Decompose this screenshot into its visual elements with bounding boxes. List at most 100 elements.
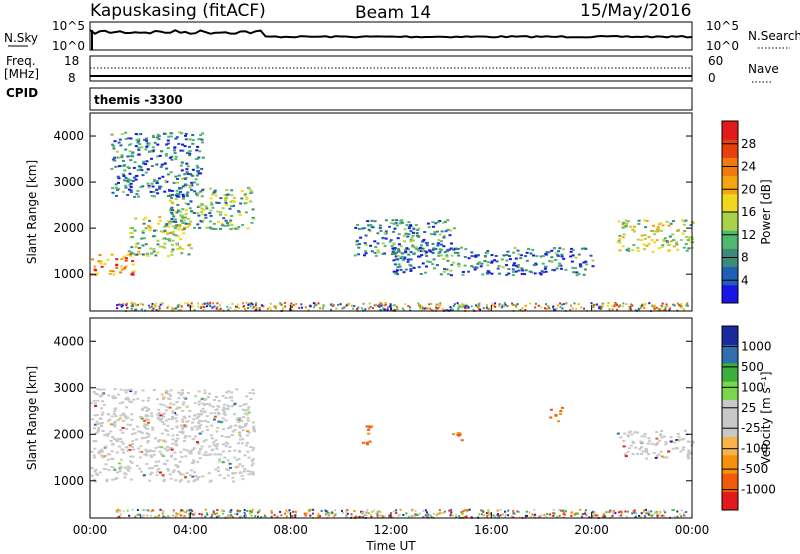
scatter-cell <box>640 446 643 449</box>
scatter-cell <box>196 441 199 444</box>
scatter-cell <box>166 173 170 176</box>
scatter-cell <box>357 246 361 249</box>
scatter-cell <box>549 416 553 419</box>
scatter-cell <box>615 303 618 305</box>
scatter-cell <box>211 193 215 196</box>
scatter-cell <box>97 260 101 263</box>
scatter-cell <box>128 184 132 187</box>
scatter-cell <box>477 261 481 264</box>
scatter-cell <box>199 172 203 175</box>
scatter-cell <box>511 268 515 271</box>
scatter-cell <box>173 458 177 461</box>
scatter-cell <box>116 165 120 168</box>
scatter-cell <box>117 181 120 184</box>
scatter-cell <box>557 264 561 267</box>
scatter-cell <box>552 247 556 250</box>
scatter-cell <box>327 514 330 517</box>
scatter-cell <box>475 266 479 269</box>
scatter-cell <box>247 411 251 414</box>
scatter-cell <box>652 452 656 455</box>
scatter-cell <box>353 254 357 257</box>
scatter-cell <box>106 419 110 422</box>
scatter-cell <box>442 258 446 260</box>
scatter-cell <box>511 302 514 305</box>
scatter-cell <box>134 217 138 220</box>
colorbar-tick-label: -25 <box>741 421 761 435</box>
scatter-cell <box>155 474 159 477</box>
scatter-cell <box>152 136 156 138</box>
scatter-cell <box>315 304 318 307</box>
scatter-cell <box>221 409 225 411</box>
scatter-cell <box>625 515 628 518</box>
scatter-cell <box>456 302 459 305</box>
scatter-cell <box>409 269 413 272</box>
scatter-cell <box>159 419 162 422</box>
scatter-cell <box>669 222 673 225</box>
scatter-cell <box>238 438 242 441</box>
scatter-cell <box>184 476 187 479</box>
scatter-cell <box>238 417 242 420</box>
scatter-cell <box>221 417 225 420</box>
scatter-cell <box>478 302 481 305</box>
scatter-cell <box>359 236 363 239</box>
scatter-cell <box>675 243 679 246</box>
scatter-cell <box>163 132 167 135</box>
scatter-cell <box>369 224 373 226</box>
scatter-cell <box>616 241 620 244</box>
scatter-cell <box>182 415 186 418</box>
scatter-cell <box>197 214 201 217</box>
scatter-cell <box>511 274 515 277</box>
scatter-cell <box>350 513 353 516</box>
scatter-cell <box>675 439 679 441</box>
scatter-cell <box>169 394 173 397</box>
scatter-cell <box>243 425 247 428</box>
scatter-cell <box>371 510 373 513</box>
scatter-cell <box>111 158 115 161</box>
scatter-cell <box>114 415 118 417</box>
scatter-cell <box>197 425 201 427</box>
scatter-cell <box>243 511 246 514</box>
scatter-cell <box>151 428 155 431</box>
scatter-cell <box>128 172 132 175</box>
scatter-cell <box>107 394 110 397</box>
scatter-cell <box>452 308 454 311</box>
scatter-cell <box>176 181 180 184</box>
scatter-cell <box>206 513 209 516</box>
scatter-cell <box>347 302 350 305</box>
scatter-cell <box>555 267 559 270</box>
scatter-cell <box>672 220 675 223</box>
scatter-cell <box>560 509 562 512</box>
scatter-cell <box>251 303 254 306</box>
scatter-cell <box>228 462 232 465</box>
scatter-cell <box>100 407 103 410</box>
scatter-cell <box>621 245 625 248</box>
freq-tick-high: 18 <box>64 54 79 68</box>
scatter-cell <box>148 226 152 229</box>
scatter-cell <box>689 224 693 226</box>
scatter-cell <box>191 438 195 440</box>
scatter-cell <box>182 440 186 443</box>
scatter-cell <box>456 251 460 254</box>
scatter-cell <box>119 265 123 268</box>
scatter-cell <box>431 242 435 245</box>
scatter-cell <box>676 248 680 251</box>
scatter-cell <box>409 306 412 309</box>
scatter-cell <box>684 219 688 222</box>
scatter-cell <box>160 432 164 435</box>
scatter-cell <box>140 417 144 420</box>
scatter-cell <box>502 254 506 257</box>
scatter-cell <box>175 444 179 447</box>
scatter-cell <box>148 304 150 307</box>
scatter-cell <box>558 515 561 517</box>
scatter-cell <box>556 304 559 307</box>
scatter-cell <box>648 302 651 305</box>
y-tick-label: 4000 <box>53 129 84 143</box>
scatter-cell <box>407 515 410 518</box>
scatter-cell <box>645 244 649 247</box>
scatter-cell <box>556 307 559 310</box>
scatter-cell <box>557 250 561 253</box>
scatter-cell <box>231 227 235 230</box>
scatter-cell <box>225 391 229 394</box>
scatter-cell <box>162 231 165 234</box>
scatter-cell <box>360 515 363 518</box>
